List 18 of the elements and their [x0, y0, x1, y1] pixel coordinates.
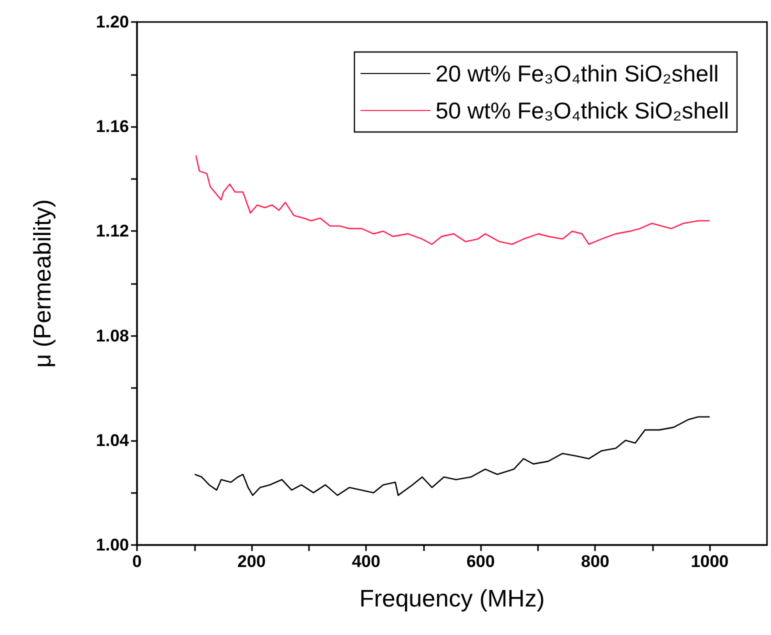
- x-axis-title: Frequency (MHz): [359, 586, 545, 612]
- y-tick-label: 1.12: [96, 222, 129, 241]
- legend-label: 50 wt% Fe₃O₄thick SiO₂shell: [435, 98, 730, 124]
- x-tick-label: 400: [352, 552, 380, 571]
- y-tick-label: 1.00: [96, 536, 129, 554]
- x-tick-label: 200: [237, 552, 266, 571]
- x-tick-label: 1000: [690, 552, 729, 571]
- y-tick-label: 1.16: [96, 117, 129, 136]
- legend-label: 20 wt% Fe₃O₄thin SiO₂shell: [435, 60, 719, 86]
- y-tick-label: 1.08: [96, 326, 129, 346]
- line-series: [195, 154, 710, 245]
- x-tick-label: 800: [580, 552, 610, 571]
- x-tick-label: 600: [466, 552, 495, 571]
- y-tick-label: 1.20: [96, 12, 129, 32]
- y-axis-title: μ (Permeability): [30, 199, 56, 368]
- y-tick-label: 1.04: [96, 430, 130, 450]
- x-tick-label: 0: [132, 552, 142, 571]
- line-series: [194, 416, 710, 496]
